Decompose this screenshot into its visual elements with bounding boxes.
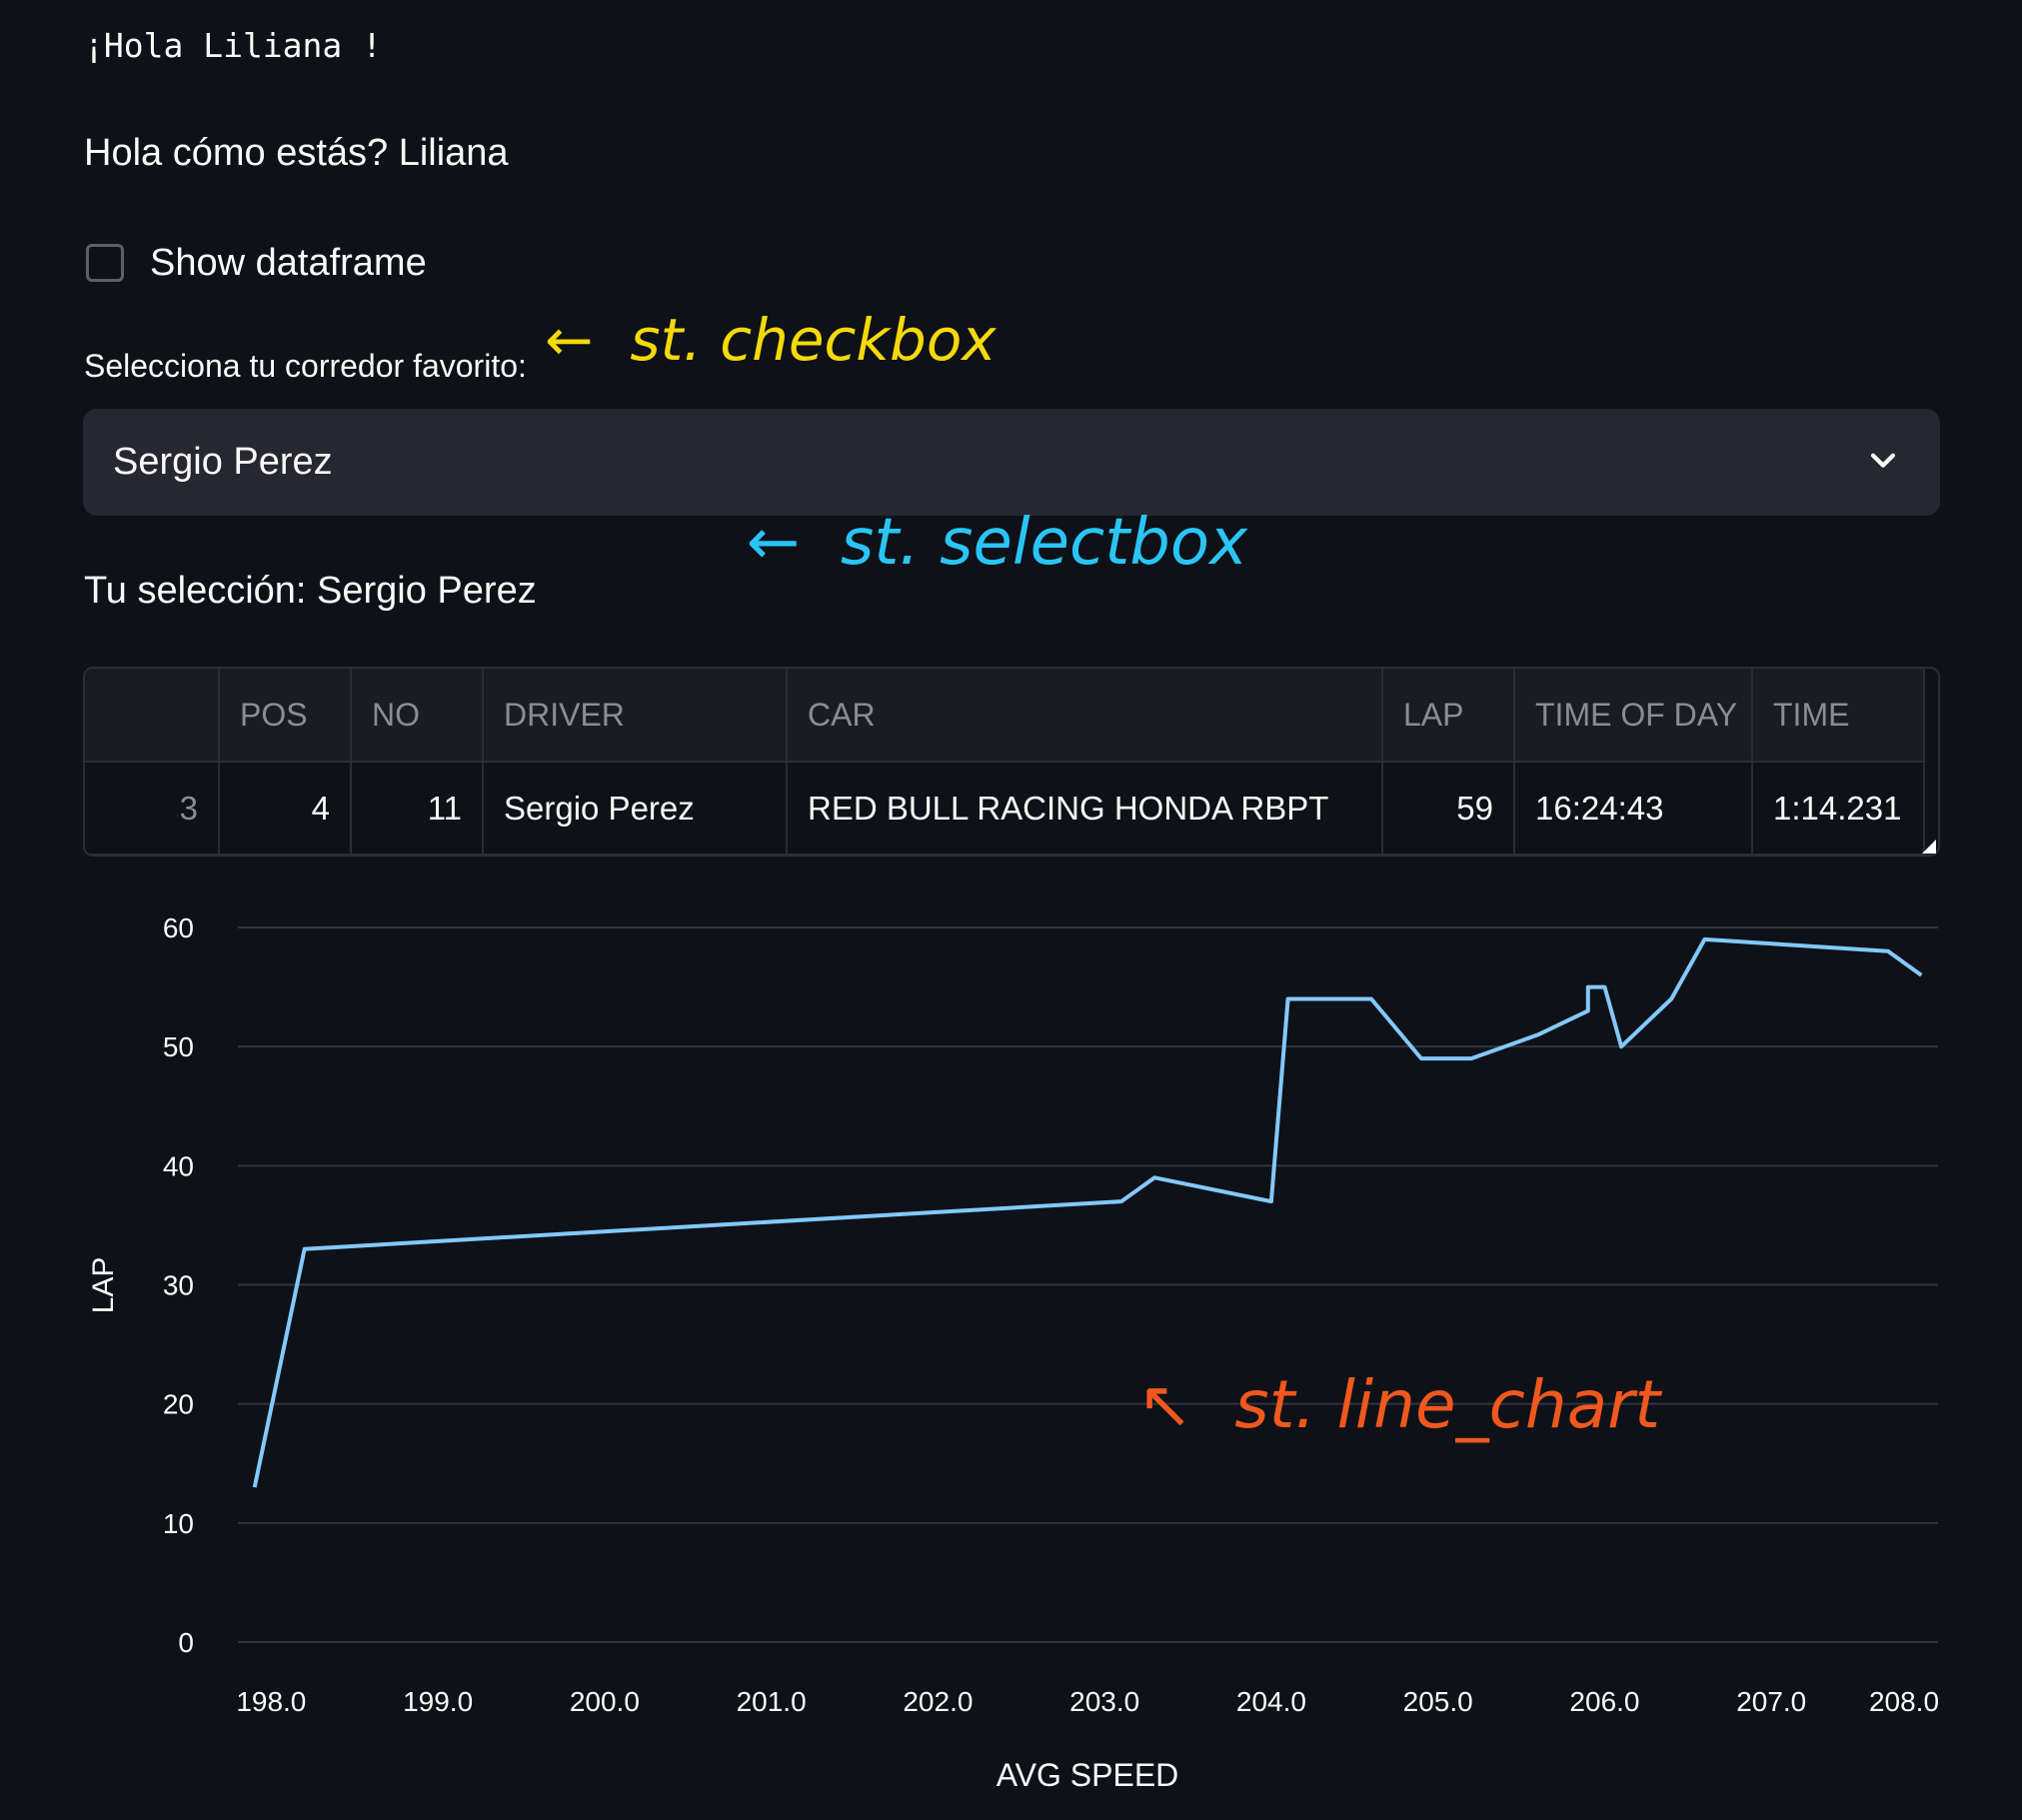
x-tick-label: 204.0	[1236, 1686, 1306, 1717]
cell-time[interactable]: 1:14.231	[1752, 762, 1925, 855]
chevron-down-icon[interactable]	[1866, 443, 1900, 477]
selection-text: Tu selección: Sergio Perez	[84, 570, 537, 612]
show-dataframe-checkbox[interactable]: Show dataframe	[86, 240, 427, 286]
cell-index[interactable]: 3	[85, 762, 220, 855]
annotation-selectbox-arrow: ←	[746, 506, 801, 580]
column-header-car[interactable]: CAR	[787, 669, 1383, 763]
checkbox-square[interactable]	[86, 244, 124, 282]
cell-pos[interactable]: 4	[219, 762, 352, 855]
annotation-line-chart: ↖ st. line_chart	[1095, 1289, 1660, 1443]
greeting-text: Hola cómo estás? Liliana	[84, 132, 509, 174]
x-tick-label: 207.0	[1736, 1686, 1806, 1717]
x-tick-label: 199.0	[403, 1686, 473, 1717]
column-header-pos[interactable]: POS	[219, 669, 352, 763]
annotation-selectbox: ← st. selectbox	[706, 432, 1247, 580]
column-header-time-of-day[interactable]: TIME OF DAY	[1514, 669, 1753, 763]
annotation-checkbox-text: st. checkbox	[630, 306, 997, 374]
column-header-index[interactable]	[85, 669, 220, 763]
column-header-driver[interactable]: DRIVER	[483, 669, 788, 763]
checkbox-label[interactable]: Show dataframe	[150, 241, 427, 284]
x-tick-label: 201.0	[737, 1686, 807, 1717]
chart-gridlines	[238, 926, 1938, 1643]
cell-driver[interactable]: Sergio Perez	[483, 762, 788, 855]
chart-x-ticks: 198.0 199.0 200.0 201.0 202.0 203.0 204.0 205.0…	[236, 1686, 1939, 1717]
x-tick-label: 206.0	[1569, 1686, 1639, 1717]
table-resize-handle[interactable]	[1922, 840, 1936, 854]
cell-car[interactable]: RED BULL RACING HONDA RBPT	[787, 762, 1383, 855]
driver-selectbox[interactable]: Sergio Perez	[83, 409, 1940, 516]
chart-y-ticks: 0 10 20 30 40 50 60	[163, 912, 194, 1658]
x-tick-label: 205.0	[1403, 1686, 1473, 1717]
chart-series	[252, 936, 1923, 1488]
series-line-0	[252, 936, 1923, 1488]
y-tick-label: 0	[178, 1627, 194, 1658]
selectbox-label: Selecciona tu corredor favorito:	[84, 348, 527, 384]
cell-lap[interactable]: 59	[1382, 762, 1515, 855]
table-header-row: POS NO DRIVER CAR LAP TIME OF DAY TIME	[85, 669, 1925, 763]
x-tick-label: 202.0	[903, 1686, 973, 1717]
line-chart: 0 10 20 30 40 50 60 198.0 199.0 200.0 201.0 202.0 2…	[87, 912, 1939, 1793]
column-header-no[interactable]: NO	[351, 669, 484, 763]
y-tick-label: 20	[163, 1389, 194, 1420]
cell-no[interactable]: 11	[351, 762, 484, 855]
annotation-selectbox-text: st. selectbox	[841, 506, 1247, 580]
annotation-checkbox: ← st. checkbox	[508, 238, 997, 374]
y-tick-label: 60	[163, 912, 194, 943]
selectbox-value[interactable]: Sergio Perez	[113, 441, 333, 483]
annotation-line-chart-arrow: ↖	[1136, 1366, 1193, 1443]
column-header-lap[interactable]: LAP	[1382, 669, 1515, 763]
greeting-mono-text: ¡Hola Liliana !	[84, 26, 383, 65]
y-tick-label: 50	[163, 1031, 194, 1062]
annotation-line-chart-text: st. line_chart	[1234, 1366, 1661, 1443]
dataframe-table[interactable]: POS NO DRIVER CAR LAP TIME OF DAY TIME 3…	[83, 667, 1940, 857]
annotation-checkbox-arrow: ←	[544, 306, 594, 374]
table-row: 3 4 11 Sergio Perez RED BULL RACING HOND…	[85, 762, 1925, 855]
chart-x-axis-label: AVG SPEED	[997, 1757, 1179, 1793]
x-tick-label: 208.0	[1869, 1686, 1939, 1717]
x-tick-label: 200.0	[570, 1686, 640, 1717]
chart-y-axis-label: LAP	[87, 1257, 120, 1314]
column-header-time[interactable]: TIME	[1752, 669, 1925, 763]
y-tick-label: 30	[163, 1270, 194, 1301]
y-tick-label: 10	[163, 1508, 194, 1539]
y-tick-label: 40	[163, 1150, 194, 1181]
cell-time-of-day[interactable]: 16:24:43	[1514, 762, 1753, 855]
x-tick-label: 203.0	[1069, 1686, 1139, 1717]
x-tick-label: 198.0	[236, 1686, 306, 1717]
